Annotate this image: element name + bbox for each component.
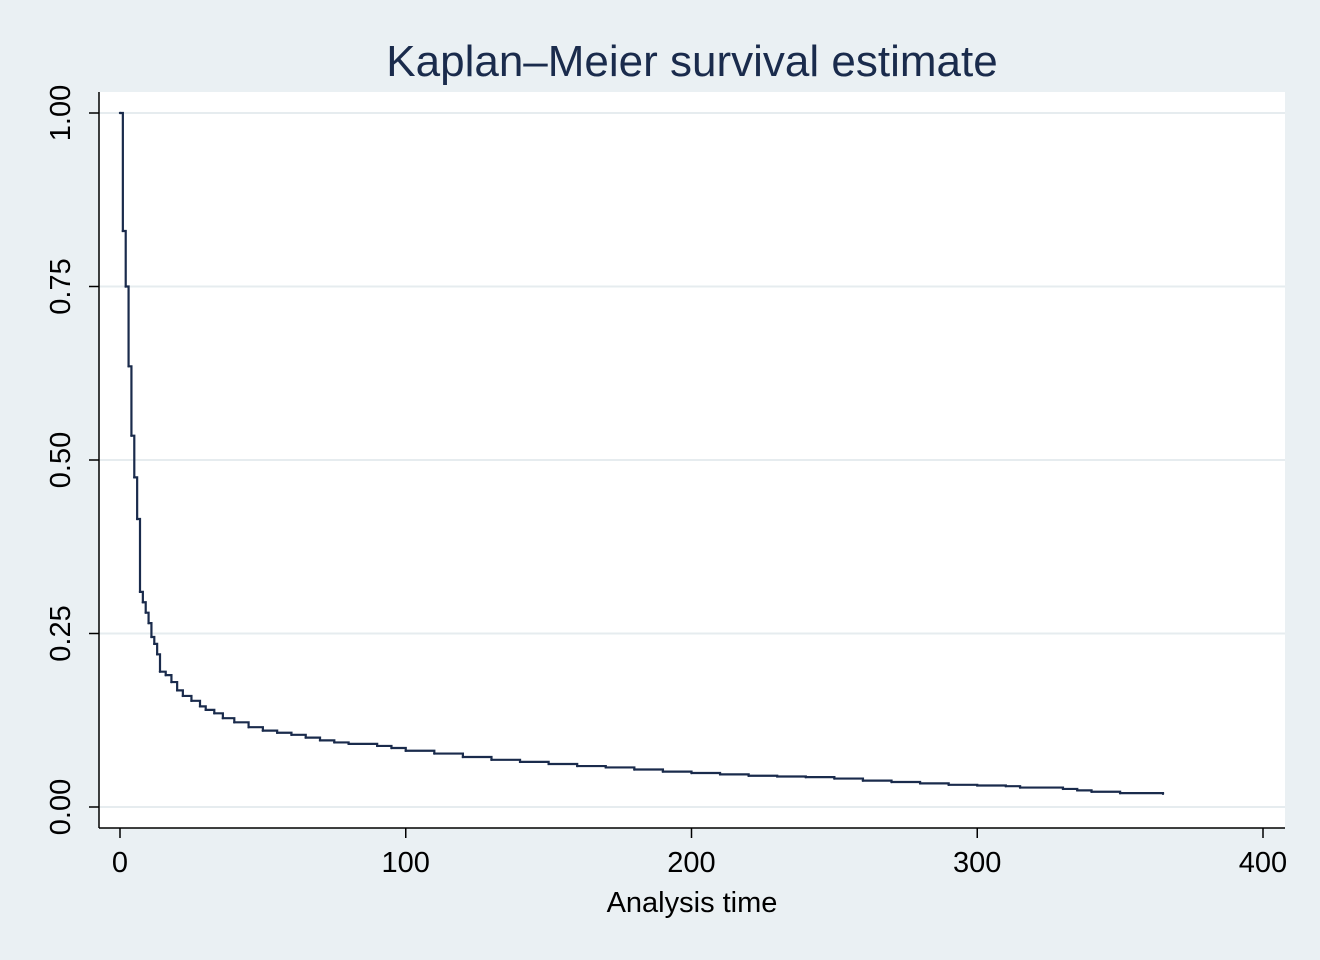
survival-point — [690, 771, 693, 775]
y-tick-label: 0.00 — [45, 779, 77, 835]
x-tick-label: 0 — [112, 847, 128, 879]
survival-point — [304, 736, 307, 739]
x-tick-label: 300 — [953, 847, 1001, 879]
survival-point — [1118, 791, 1122, 795]
survival-point — [518, 760, 522, 764]
survival-point — [144, 611, 147, 614]
survival-point — [141, 601, 145, 604]
survival-point — [976, 784, 979, 787]
y-tick-label: 0.25 — [45, 605, 77, 661]
survival-point — [576, 764, 579, 768]
y-axis-ticks: 0.00 0.25 0.50 0.75 1.00 — [45, 85, 99, 835]
gridlines — [99, 112, 1285, 808]
x-tick-label: 400 — [1239, 847, 1287, 879]
survival-point — [390, 746, 393, 750]
survival-point — [718, 773, 722, 776]
survival-point — [490, 758, 493, 762]
survival-point — [133, 476, 136, 479]
survival-point — [404, 749, 407, 752]
survival-point — [604, 766, 607, 769]
survival-point — [804, 775, 807, 779]
survival-point — [333, 741, 336, 744]
survival-point — [130, 434, 133, 437]
survival-point — [433, 752, 436, 755]
survival-point — [347, 742, 350, 746]
survival-point — [375, 744, 379, 748]
survival-point — [121, 229, 125, 233]
survival-point — [318, 739, 322, 742]
survival-point — [1004, 784, 1008, 788]
survival-point — [776, 775, 779, 778]
survival-point — [127, 365, 130, 368]
survival-point — [221, 716, 225, 720]
survival-point — [275, 731, 279, 734]
survival-point — [261, 729, 265, 732]
survival-point — [947, 783, 950, 786]
survival-point — [147, 621, 150, 625]
x-tick-label: 200 — [667, 847, 715, 879]
survival-point — [153, 642, 156, 646]
survival-point — [890, 780, 893, 784]
survival-point — [135, 517, 139, 521]
survival-point — [124, 285, 127, 288]
survival-point — [190, 699, 193, 703]
survival-point — [1090, 790, 1093, 793]
survival-point — [247, 725, 250, 729]
survival-point — [1161, 792, 1165, 796]
survival-point — [138, 590, 142, 594]
x-tick-label: 100 — [382, 847, 430, 879]
series-layer — [118, 111, 1165, 796]
survival-point — [155, 653, 159, 656]
survival-point — [461, 755, 465, 759]
chart-title: Kaplan–Meier survival estimate — [386, 37, 997, 86]
survival-point — [1076, 789, 1079, 792]
survival-point — [158, 670, 162, 673]
survival-point — [1018, 786, 1022, 789]
survival-point — [164, 673, 167, 677]
y-tick-label: 0.75 — [45, 258, 77, 314]
survival-point — [204, 708, 207, 712]
survival-point — [747, 774, 750, 777]
survival-point — [198, 705, 202, 708]
survival-point — [290, 733, 293, 737]
survival-point — [181, 694, 185, 698]
y-tick-label: 1.00 — [45, 85, 77, 141]
survival-point — [1061, 787, 1065, 791]
survival-point — [661, 770, 665, 773]
x-axis-ticks: 0 100 200 300 400 — [112, 828, 1287, 879]
survival-point — [170, 680, 173, 684]
survival-point — [833, 777, 836, 780]
y-tick-label: 0.50 — [45, 432, 77, 488]
survival-point — [633, 768, 636, 771]
survival-point — [213, 712, 216, 715]
survival-point — [118, 111, 122, 115]
x-axis-label: Analysis time — [607, 887, 778, 919]
survival-point — [150, 635, 153, 639]
survival-point — [175, 689, 179, 692]
survival-point — [233, 721, 236, 724]
survival-point — [547, 762, 550, 766]
survival-point — [861, 779, 865, 782]
survival-point — [918, 782, 922, 785]
